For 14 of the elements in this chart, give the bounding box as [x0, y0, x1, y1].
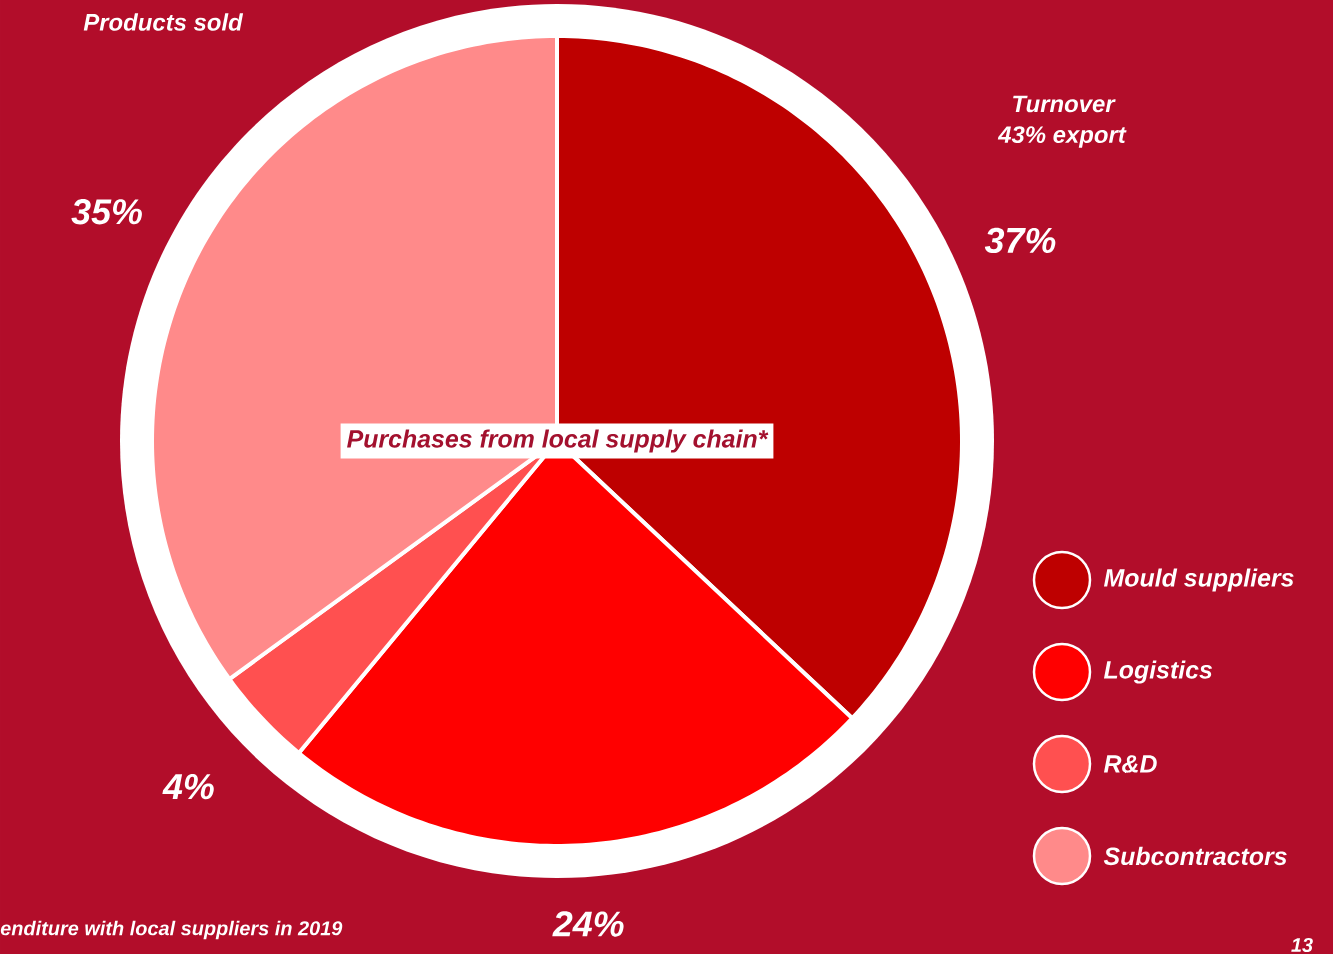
- data-label: 35%: [71, 199, 142, 225]
- text: Purchases from local supply chain*: [347, 429, 769, 453]
- data-label: 37%: [984, 227, 1056, 254]
- text: 13: [1291, 937, 1313, 953]
- legend-label: Logistics: [1103, 660, 1213, 684]
- text: Turnover: [1013, 95, 1116, 113]
- text: Products sold: [83, 13, 244, 31]
- data-label: 4%: [162, 774, 214, 800]
- text: 43% export: [997, 126, 1127, 148]
- legend-label: Subcontractors: [1103, 846, 1287, 866]
- legend-label: R&D: [1103, 755, 1157, 773]
- text: enditure with local suppliers in 2019: [0, 920, 343, 940]
- legend-label: Mould suppliers: [1103, 568, 1294, 592]
- data-label: 24%: [552, 911, 624, 937]
